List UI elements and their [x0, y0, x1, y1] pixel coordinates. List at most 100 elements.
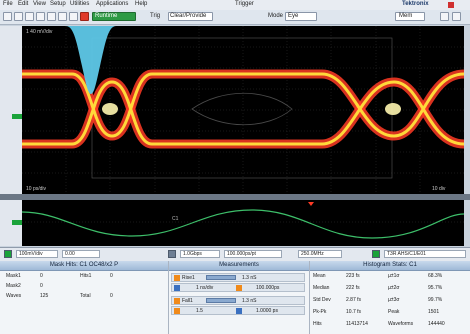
channel-marker[interactable] [12, 114, 22, 119]
undo-icon[interactable] [36, 12, 45, 21]
mode-label: Mode [268, 13, 284, 19]
measurement-row[interactable]: Rise1 1.3 nS [171, 273, 305, 282]
meas-value: 1.3 nS [242, 298, 257, 304]
source-field[interactable]: T3R AHS/C1/E01 [384, 250, 466, 258]
channel-icon[interactable] [4, 250, 12, 258]
meas-bar [206, 275, 236, 280]
measurement-row[interactable]: 1.5 1.0000 ps [171, 306, 305, 315]
save-icon[interactable] [14, 12, 23, 21]
stat-value: 222 fs [346, 285, 360, 291]
open-icon[interactable] [3, 12, 12, 21]
mask2-label: Mask2 [6, 283, 21, 289]
eye-scale-top: 1 40 mV/div [26, 29, 53, 35]
offset-field[interactable]: 0.00 [62, 250, 100, 258]
menu-setup[interactable]: Setup [50, 1, 66, 7]
mask-region [91, 37, 393, 179]
meas-name: Fall1 [182, 298, 193, 304]
meas-value: 1.3 nS [242, 275, 257, 281]
vertical-scale-field[interactable]: 100mV/div [16, 250, 58, 258]
bitrate-field[interactable]: 1.0Gbps [180, 250, 220, 258]
sine-trace [22, 209, 464, 239]
eye-traces [22, 69, 464, 149]
histogram-stats-panel: Histogram Stats: C1 Mean 223 fs µ±1σ 68.… [310, 261, 470, 334]
meas-color-swatch [174, 285, 180, 291]
meas-scale: 1 ns/div [196, 285, 214, 291]
clear-select[interactable] [168, 12, 213, 21]
toolbar: Runtime Trig Clear/Provide Mode Eye Mem [0, 10, 470, 25]
stat-value: 144440 [428, 321, 445, 327]
control-bar: 100mV/div 0.00 1.0Gbps 100.000ps/pt 250.… [0, 247, 470, 262]
waveform-svg: C1 [22, 202, 464, 239]
stat-label: µ±1σ [388, 273, 400, 279]
timebase-icon[interactable] [168, 250, 176, 258]
menu-help[interactable]: Help [135, 1, 148, 7]
stat-value: 95.7% [428, 285, 443, 291]
bandwidth-field[interactable]: 250.0MHz [298, 250, 342, 258]
hits1-value: 0 [110, 273, 113, 279]
help-icon[interactable] [440, 12, 449, 21]
eye-diagram-display[interactable]: 1 40 mV/div 10 ps/div 10 div [22, 26, 464, 194]
stat-value: 2.87 fs [346, 297, 362, 303]
meas-color-swatch [236, 285, 242, 291]
meas-name: Rise1 [182, 275, 195, 281]
resolution-field[interactable]: 100.000ps/pt [224, 250, 282, 258]
pane-divider[interactable] [0, 194, 470, 200]
trigger-marker[interactable] [308, 202, 314, 206]
menu-applications[interactable]: Applications [96, 1, 129, 7]
crossing-hotspot-left [102, 103, 118, 115]
stat-value: 99.7% [428, 297, 443, 303]
wave-label: C1 [172, 216, 179, 222]
eye-left-strip [0, 26, 23, 194]
menu-file[interactable]: File [3, 1, 13, 7]
settings-icon[interactable] [452, 12, 461, 21]
mask-hits-title: Mask Hits: C1 OC48/x2 P [0, 261, 168, 271]
histogram-stats-title: Histogram Stats: C1 [310, 261, 470, 271]
menu-view[interactable]: View [33, 1, 46, 7]
print-icon[interactable] [25, 12, 34, 21]
meas-color-swatch [174, 275, 180, 281]
meas-value: 1.0000 ps [256, 308, 278, 314]
stat-label: Median [313, 285, 330, 291]
stat-label: Peak [388, 309, 400, 315]
mem-button[interactable] [395, 12, 425, 21]
run-label: Runtime [95, 13, 118, 19]
stop-icon[interactable] [80, 12, 89, 21]
auto-icon[interactable] [58, 12, 67, 21]
waves-label: Waves [6, 293, 22, 299]
menu-utilities[interactable]: Utilities [70, 1, 90, 7]
meas-color-swatch [236, 308, 242, 314]
measurement-row[interactable]: Fall1 1.3 nS [171, 296, 305, 305]
stat-label: µ±3σ [388, 297, 400, 303]
mask1-value: 0 [40, 273, 43, 279]
stat-label: Hits [313, 321, 322, 327]
meas-color-swatch [174, 298, 180, 304]
mask2-value: 0 [40, 283, 43, 289]
waves-value: 125 [40, 293, 49, 299]
histogram-overlay [66, 26, 116, 94]
menu-trigger[interactable]: Trigger [235, 1, 254, 7]
stat-value: 11413714 [346, 321, 368, 327]
waveform-display[interactable]: C1 [22, 200, 464, 246]
redo-icon[interactable] [47, 12, 56, 21]
total-label: Total [80, 293, 91, 299]
mode-select[interactable] [285, 12, 317, 21]
mask-hits-panel: Mask Hits: C1 OC48/x2 P Mask1 0 Hits1 0 … [0, 261, 169, 334]
bottom-panels: Mask Hits: C1 OC48/x2 P Mask1 0 Hits1 0 … [0, 261, 470, 334]
measurement-row[interactable]: 1 ns/div 100.000ps [171, 283, 305, 292]
stat-label: Waveforms [388, 321, 414, 327]
eye-scale-right: 10 div [432, 186, 446, 192]
channel-marker-2[interactable] [12, 220, 22, 225]
stat-value: 1501 [428, 309, 440, 315]
menu-edit[interactable]: Edit [18, 1, 29, 7]
close-icon[interactable] [448, 2, 454, 8]
meas-value: 100.000ps [256, 285, 280, 291]
run-button[interactable] [92, 12, 136, 21]
meas-color-swatch [174, 308, 180, 314]
total-value: 0 [110, 293, 113, 299]
eye-scale-bottom: 10 ps/div [26, 186, 47, 192]
measure-icon[interactable] [69, 12, 78, 21]
meas-bar [206, 298, 236, 303]
stat-value: 68.3% [428, 273, 443, 279]
stat-label: Pk-Pk [313, 309, 327, 315]
measurements-panel: Measurements Rise1 1.3 nS 1 ns/div 100.0… [169, 261, 310, 334]
